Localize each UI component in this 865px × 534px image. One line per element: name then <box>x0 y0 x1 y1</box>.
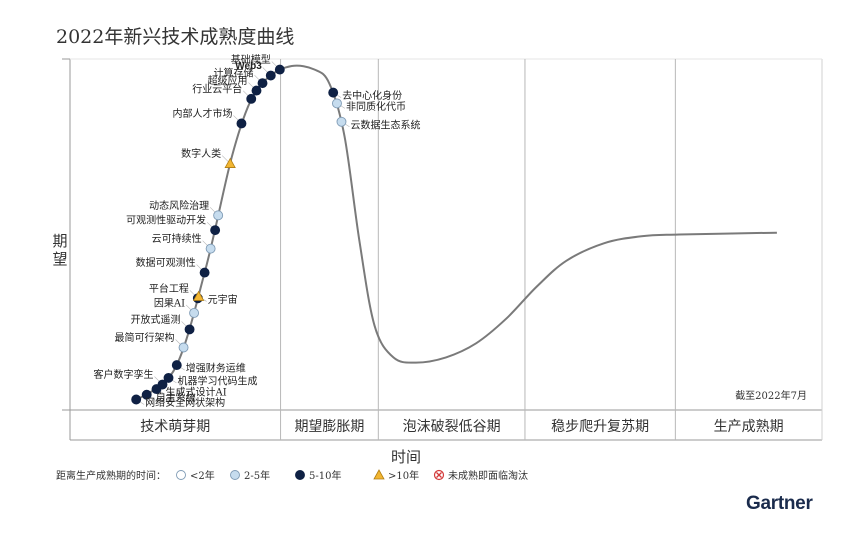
technology-label: 元宇宙 <box>208 293 238 306</box>
technology-label: 可观测性驱动开发 <box>126 214 206 227</box>
x-axis-label: 时间 <box>391 448 421 466</box>
technology-label: 开放式遥测 <box>131 313 181 326</box>
chart-title: 2022年新兴技术成熟度曲线 <box>56 26 295 48</box>
y-axis-label-line-1: 期 <box>52 232 67 250</box>
technology-label: 数据可观测性 <box>136 256 196 269</box>
technology-label: 行业云平台 <box>192 82 242 95</box>
legend-marker <box>373 469 385 480</box>
technology-point <box>213 210 224 221</box>
phase-label: 泡沫破裂低谷期 <box>403 419 501 435</box>
technology-label: 自主系统 <box>156 391 196 404</box>
y-axis-label-line-2: 望 <box>52 250 67 268</box>
phase-label: 技术萌芽期 <box>140 419 210 435</box>
technology-point <box>178 342 189 353</box>
technology-point <box>157 379 168 390</box>
cross-mark <box>436 472 442 478</box>
technology-label: 因果AI <box>154 297 185 309</box>
technology-label: 内部人才市场 <box>172 107 232 120</box>
legend-label: 5-10年 <box>309 469 341 482</box>
technology-label: 数字人类 <box>181 147 221 160</box>
technology-label: 去中心化身份 <box>342 89 402 102</box>
technology-label: Web3 <box>235 61 262 72</box>
label-leaders <box>136 61 350 405</box>
legend-marker <box>230 470 240 480</box>
phase-dividers <box>280 59 676 440</box>
hype-curve-line <box>137 64 777 401</box>
technology-point <box>141 389 152 400</box>
technology-point <box>274 64 285 75</box>
technology-label: 云可持续性 <box>152 232 202 245</box>
technology-label: 非同质化代币 <box>346 100 406 113</box>
technology-point <box>246 93 257 104</box>
legend-label: <2年 <box>190 469 215 482</box>
technology-label: 增强财务运维 <box>186 362 246 375</box>
technology-point <box>336 116 347 127</box>
technology-point <box>224 157 236 168</box>
legend-title: 距离生产成熟期的时间： <box>56 469 166 482</box>
technology-label: 计算存储 <box>214 67 254 80</box>
technology-point <box>171 360 182 371</box>
technology-label: 最简可行架构 <box>115 331 175 344</box>
phase-label: 生产成熟期 <box>714 419 784 435</box>
technology-point <box>192 290 205 301</box>
technology-point <box>251 85 262 96</box>
technology-point <box>236 118 247 129</box>
technology-points <box>131 64 347 405</box>
date-note: 截至2022年7月 <box>735 389 807 402</box>
technology-label: 云数据生态系统 <box>350 118 420 131</box>
technology-point <box>332 98 342 109</box>
legend: 距离生产成熟期的时间： <2年 2-5年 5-10年 >10年 未成熟即面临淘汰 <box>56 469 528 482</box>
legend-marker <box>433 469 445 481</box>
technology-label: 平台工程 <box>149 282 189 295</box>
technology-point <box>257 78 268 89</box>
phase-label: 稳步爬升复苏期 <box>551 418 649 435</box>
technology-point <box>328 87 339 98</box>
gartner-logo: Gartner <box>746 493 813 514</box>
technology-label: 超级应用 <box>207 74 247 87</box>
technology-label: 生成式设计AI <box>165 386 226 399</box>
technology-label: 网络安全网状架构 <box>145 396 225 409</box>
legend-label: >10年 <box>388 469 419 482</box>
technology-point <box>189 308 200 318</box>
phase-labels: 技术萌芽期 期望膨胀期 泡沫破裂低谷期 稳步爬升复苏期 生产成熟期 <box>140 418 783 435</box>
plot-frame <box>62 58 823 441</box>
technology-point <box>199 267 210 278</box>
technology-point <box>265 70 276 81</box>
legend-label: 2-5年 <box>244 469 270 482</box>
legend-marker <box>295 470 305 480</box>
technology-point <box>163 372 174 383</box>
technology-label: 机器学习代码生成 <box>178 374 258 387</box>
phase-label: 期望膨胀期 <box>294 418 364 435</box>
technology-label: 客户数字孪生 <box>93 368 153 381</box>
technology-point <box>205 243 216 254</box>
technology-point <box>131 394 142 405</box>
technology-label: 动态风险治理 <box>149 199 209 212</box>
legend-marker <box>176 470 186 480</box>
technology-point <box>210 225 221 236</box>
legend-label: 未成熟即面临淘汰 <box>448 469 528 482</box>
technology-label: 基础模型 <box>231 53 271 66</box>
technology-point <box>184 324 195 335</box>
